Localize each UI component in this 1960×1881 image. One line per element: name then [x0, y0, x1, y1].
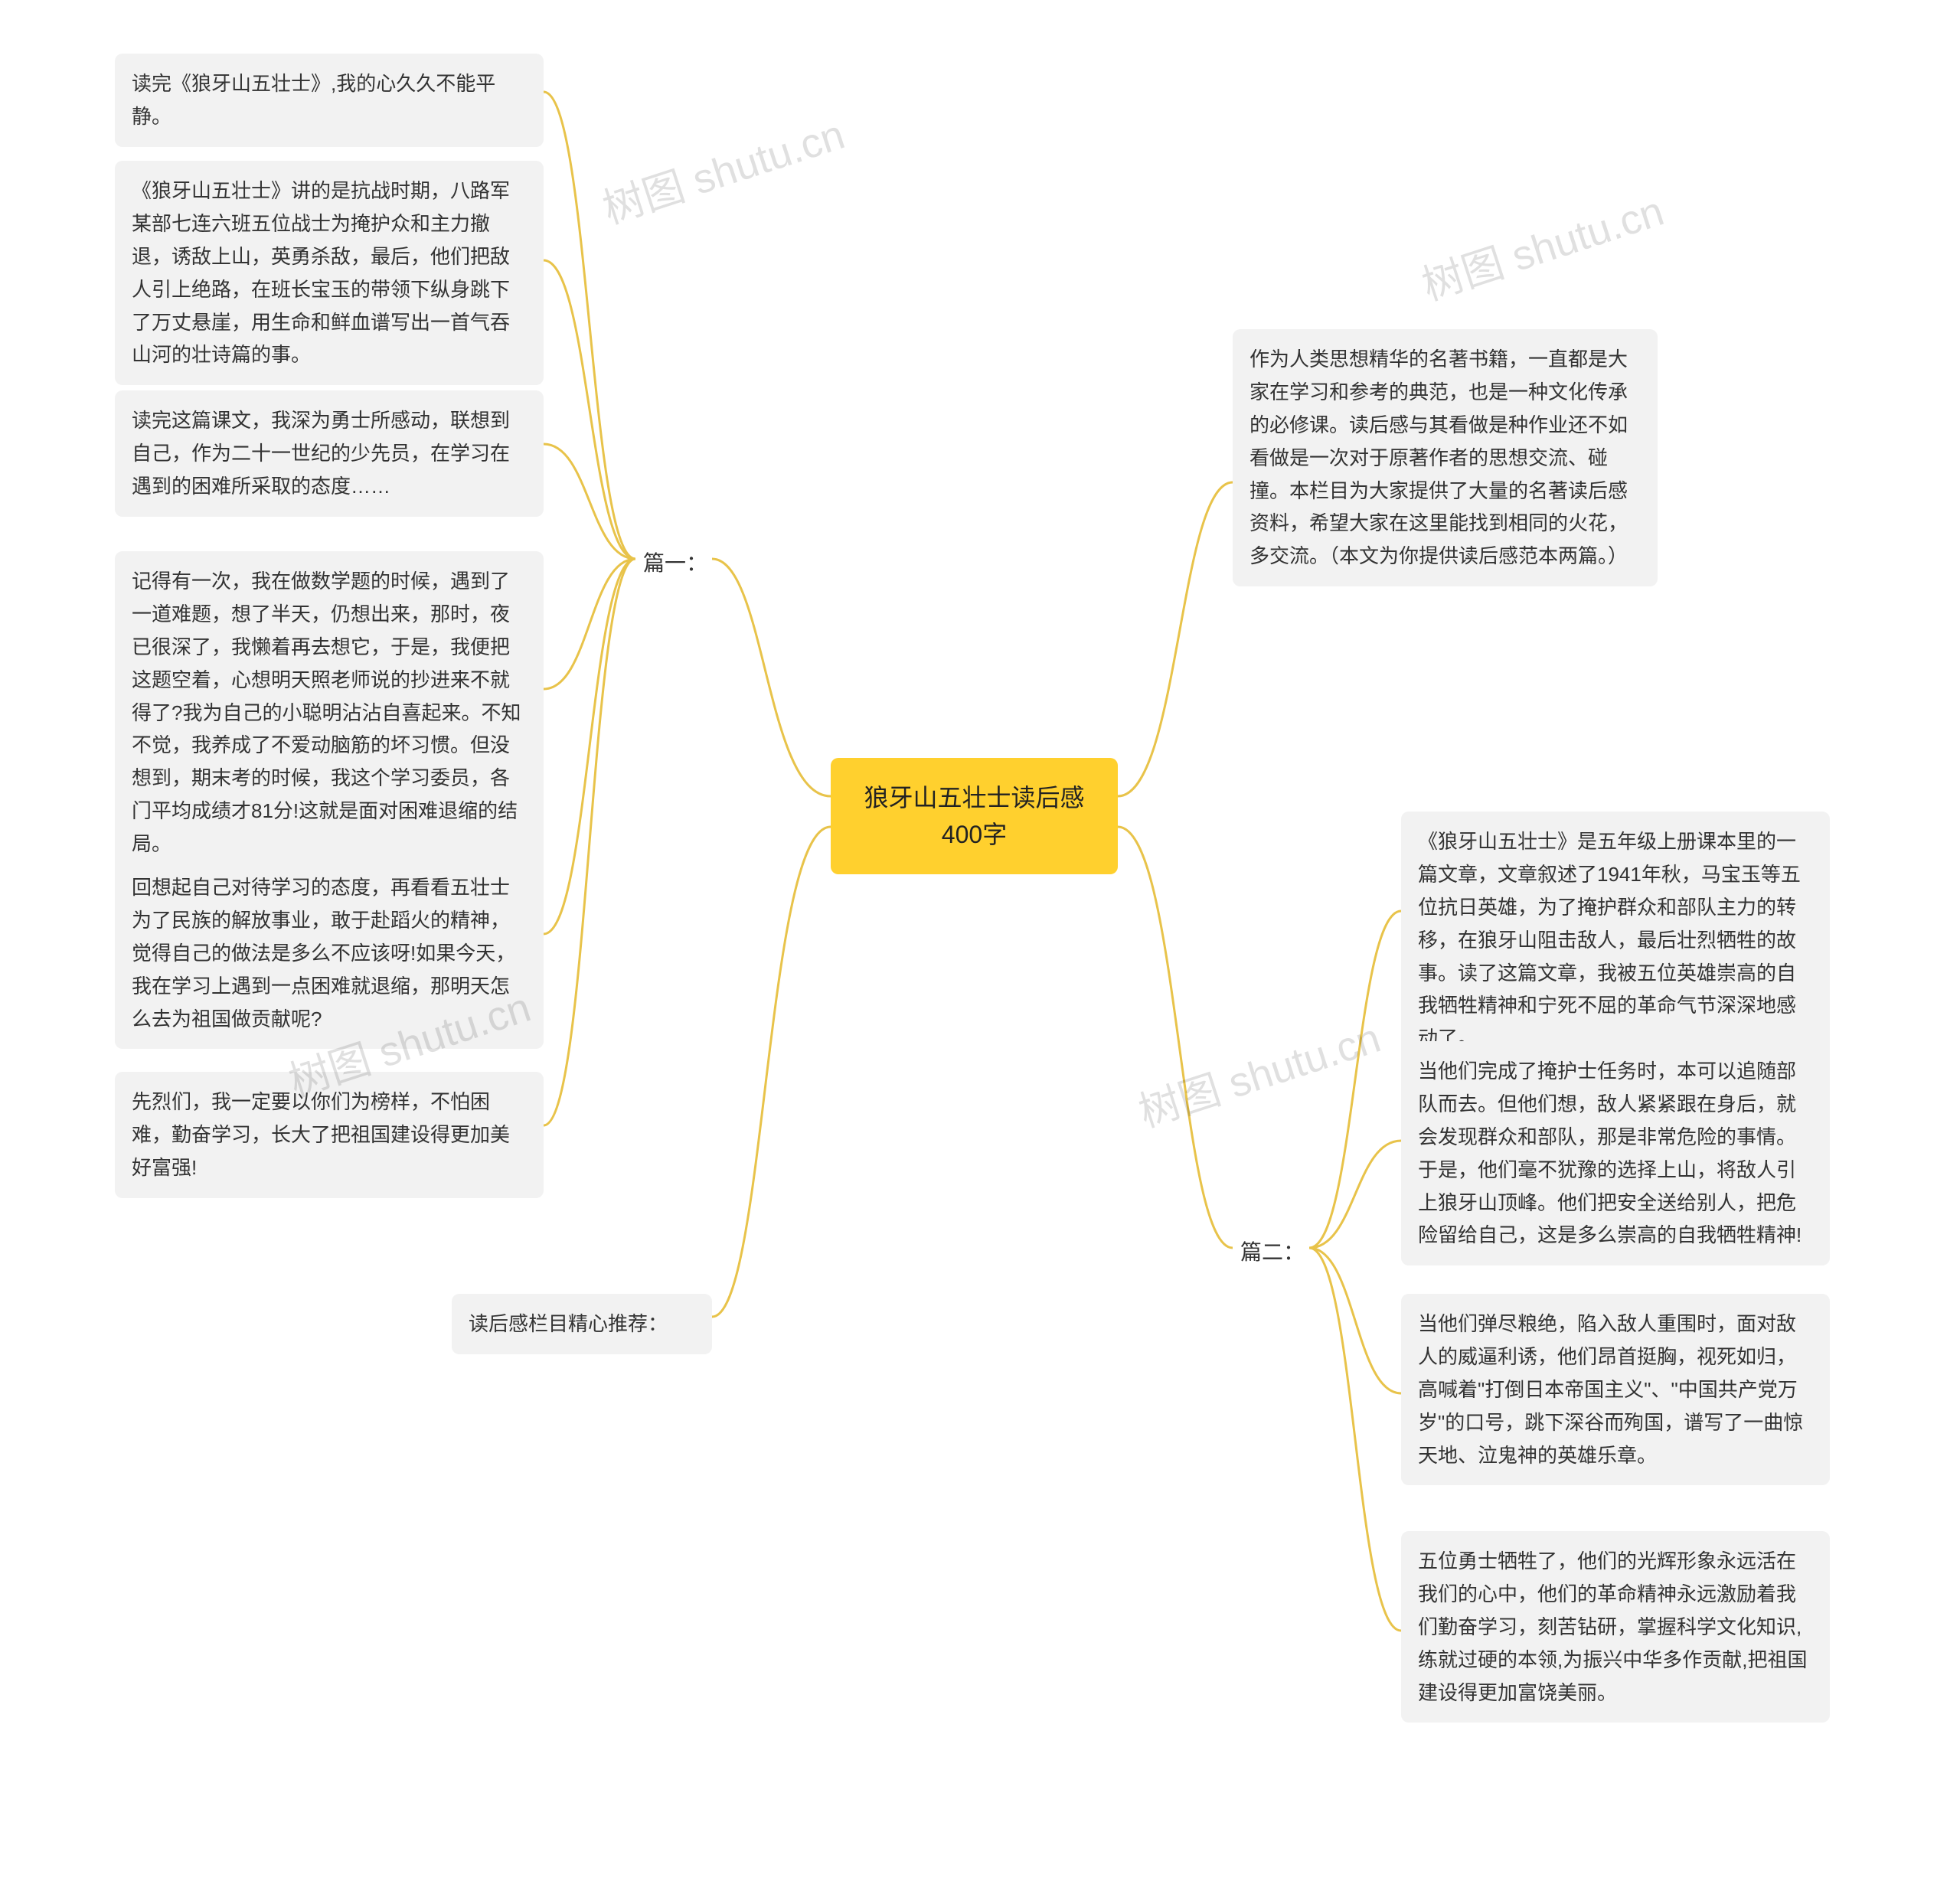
section2-item-3[interactable]: 当他们弹尽粮绝，陷入敌人重围时，面对敌人的威逼利诱，他们昂首挺胸，视死如归，高喊… [1401, 1294, 1830, 1485]
mindmap-canvas: 狼牙山五壮士读后感400字 作为人类思想精华的名著书籍，一直都是大家在学习和参考… [0, 0, 1960, 1881]
section1-item-2[interactable]: 《狼牙山五壮士》讲的是抗战时期，八路军某部七连六班五位战士为掩护众和主力撤退，诱… [115, 161, 544, 385]
section2-item-1[interactable]: 《狼牙山五壮士》是五年级上册课本里的一篇文章，文章叙述了1941年秋，马宝玉等五… [1401, 812, 1830, 1069]
section1-item-1[interactable]: 读完《狼牙山五壮士》,我的心久久不能平静。 [115, 54, 544, 147]
watermark-4: 树图 shutu.cn [1130, 1004, 1387, 1138]
root-node[interactable]: 狼牙山五壮士读后感400字 [831, 758, 1118, 874]
section1-item-3[interactable]: 读完这篇课文，我深为勇士所感动，联想到自己，作为二十一世纪的少先员，在学习在遇到… [115, 390, 544, 517]
watermark-1: 树图 shutu.cn [594, 100, 851, 235]
section1-item-4[interactable]: 记得有一次，我在做数学题的时候，遇到了一道难题，想了半天，仍想出来，那时，夜已很… [115, 551, 544, 874]
section1-item-5[interactable]: 回想起自己对待学习的态度，再看看五壮士为了民族的解放事业，敢于赴蹈火的精神，觉得… [115, 857, 544, 1049]
intro-node[interactable]: 作为人类思想精华的名著书籍，一直都是大家在学习和参考的典范，也是一种文化传承的必… [1233, 329, 1658, 586]
section1-item-6[interactable]: 先烈们，我一定要以你们为榜样，不怕困难，勤奋学习，长大了把祖国建设得更加美好富强… [115, 1072, 544, 1198]
section2-item-2[interactable]: 当他们完成了掩护士任务时，本可以追随部队而去。但他们想，敌人紧紧跟在身后，就会发… [1401, 1041, 1830, 1265]
watermark-2: 树图 shutu.cn [1413, 177, 1671, 312]
recommend-node[interactable]: 读后感栏目精心推荐： [452, 1294, 712, 1354]
section2-label[interactable]: 篇二： [1233, 1229, 1317, 1276]
section2-item-4[interactable]: 五位勇士牺牲了，他们的光辉形象永远活在我们的心中，他们的革命精神永远激励着我们勤… [1401, 1531, 1830, 1723]
section1-label[interactable]: 篇一： [635, 540, 720, 587]
